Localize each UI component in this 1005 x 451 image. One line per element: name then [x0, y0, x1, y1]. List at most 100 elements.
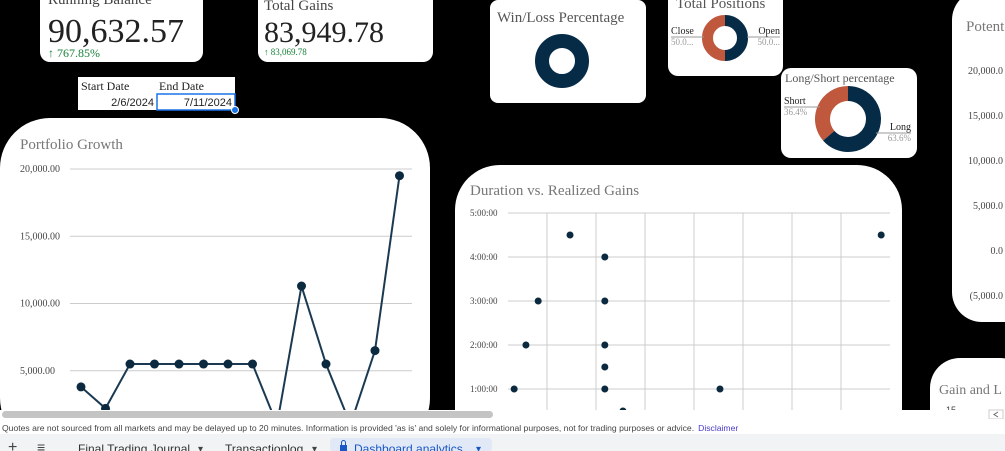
y-tick-label: 5,000.00 [20, 366, 55, 377]
lock-icon [340, 445, 347, 451]
y-tick-label: 15,000.00 [20, 231, 60, 242]
data-point [601, 363, 609, 371]
y-tick-label: 4:00:00 [470, 252, 498, 262]
sheet-tab[interactable]: Dashboard analytics [354, 442, 463, 451]
chart-title: Gain and L [939, 383, 1002, 398]
date-header: End Date [159, 79, 204, 93]
data-point [522, 341, 530, 349]
data-point [223, 359, 233, 369]
y-tick-label: 3:00:00 [470, 296, 498, 306]
y-tick-label: 20,000.0 [968, 66, 1003, 77]
date-value: 2/6/2024 [111, 97, 154, 109]
legend-label: Open [758, 26, 780, 37]
data-point [601, 385, 609, 393]
donut-segment [702, 15, 726, 61]
chart-card[interactable] [668, 0, 783, 76]
kpi-value: 83,949.78 [264, 16, 384, 49]
donut-segment [724, 15, 748, 61]
data-point [125, 359, 135, 369]
tab-caret[interactable]: ▾ [312, 444, 317, 451]
chart-card[interactable] [952, 0, 1005, 322]
data-label: 50.0... [671, 37, 694, 47]
sheet-tab[interactable]: Transactionlog [225, 442, 303, 451]
kpi-change: 767.85% [57, 46, 100, 60]
chart-title: Portfolio Growth [20, 137, 123, 153]
data-point [601, 297, 609, 305]
active-tab[interactable] [330, 438, 492, 451]
chart-card[interactable] [455, 165, 902, 451]
date-header: Start Date [81, 79, 129, 93]
trend-arrow: ↑ [264, 47, 269, 57]
legend-label: Long [890, 122, 911, 133]
scrollbar-thumb[interactable] [2, 411, 493, 418]
legend-label: Short [784, 96, 806, 107]
data-label: 63.6% [888, 133, 912, 143]
data-label: 50.0... [758, 37, 781, 47]
kpi-change: 83,069.78 [271, 47, 308, 57]
chart-title: Total Positions [676, 0, 766, 12]
chart-card[interactable] [0, 118, 430, 448]
data-label: 36.4% [784, 107, 808, 117]
kpi-value: 90,632.57 [48, 13, 184, 50]
data-point [395, 171, 404, 181]
chart-card[interactable] [781, 68, 917, 158]
y-tick-label: 20,000.00 [20, 164, 60, 175]
kpi-title: Total Gains [264, 0, 334, 14]
kpi-card [258, 0, 433, 62]
status-text: Quotes are not sourced from all markets … [2, 423, 694, 433]
y-tick-label: 0.0 [991, 246, 1004, 257]
data-point [566, 231, 574, 239]
data-point [297, 281, 306, 291]
trend-arrow: ↑ [48, 46, 54, 60]
data-point [321, 359, 331, 369]
y-tick-label: 5,000.0 [973, 201, 1003, 212]
y-tick-label: 10,000.00 [20, 299, 60, 310]
selected-cell[interactable] [156, 93, 236, 111]
scroll-arrow-icon [993, 411, 999, 418]
donut-segment [535, 34, 589, 88]
chart-title: Long/Short percentage [785, 71, 895, 85]
chart-title: Duration vs. Realized Gains [470, 183, 639, 199]
chart-title: Win/Loss Percentage [497, 10, 625, 26]
data-point [534, 297, 542, 305]
data-point [601, 253, 609, 261]
sheet-list-icon[interactable]: ≡ [37, 439, 45, 451]
data-point [877, 231, 885, 239]
y-tick-label: 5:00:00 [470, 208, 498, 218]
chart-card[interactable] [490, 0, 646, 103]
sheet-tab[interactable]: Final Trading Journal [78, 442, 190, 451]
chart-title: Potent [966, 19, 1005, 35]
selection-handle[interactable] [231, 106, 239, 114]
data-point [248, 359, 257, 369]
donut-segment [815, 86, 849, 141]
footer: + ≡ ▾ ▾ ▾ Quotes are not sourced from al… [0, 409, 1005, 451]
tab-caret[interactable]: ▾ [476, 444, 481, 451]
donut-segment [823, 86, 881, 152]
y-tick-label: (5,000.0 [970, 291, 1003, 302]
add-sheet-icon[interactable]: + [8, 439, 17, 451]
y-tick-label: 1:00:00 [470, 384, 498, 394]
scroll-arrow[interactable] [988, 409, 1004, 420]
y-tick-label: 15,000.0 [968, 111, 1003, 122]
data-point [510, 385, 518, 393]
kpi-title: Running Balance [48, 0, 152, 8]
data-point [199, 359, 208, 369]
data-point [716, 385, 724, 393]
date-value: 7/11/2024 [184, 97, 232, 109]
data-point [370, 346, 380, 356]
y-tick-label: 2:00:00 [470, 340, 498, 350]
y-tick-label: 10,000.0 [968, 156, 1003, 167]
chart-card[interactable] [930, 358, 1005, 448]
legend-label: Close [671, 26, 694, 37]
tab-caret[interactable]: ▾ [198, 444, 203, 451]
status-bar [0, 419, 1005, 434]
data-point [619, 407, 627, 410]
data-point [174, 359, 184, 369]
kpi-card [40, 0, 203, 62]
data-point [150, 359, 159, 369]
data-point [76, 382, 86, 392]
lock-icon [341, 440, 346, 445]
disclaimer-link[interactable]: Disclaimer [698, 423, 738, 433]
